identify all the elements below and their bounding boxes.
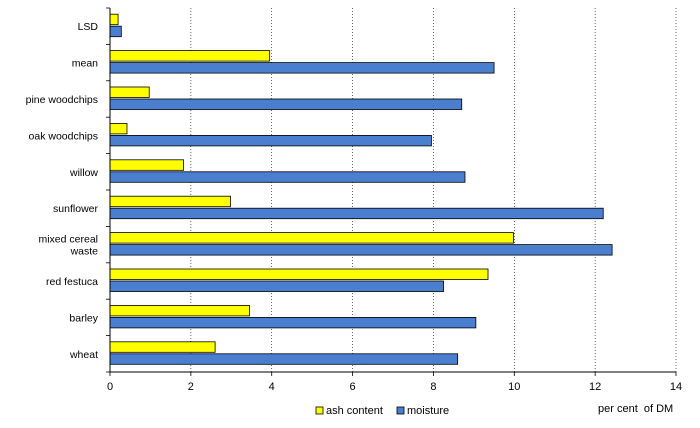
- x-tick-label-10: 10: [508, 381, 520, 393]
- category-label-oak-woodchips: oak woodchips: [29, 130, 98, 142]
- x-tick-label-4: 4: [269, 381, 275, 393]
- bar-ash-content-wheat: [109, 341, 216, 353]
- bar-moisture-red-festuca: [109, 280, 444, 292]
- bar-ash-content-mixed-cereal-waste: [109, 232, 514, 244]
- bar-moisture-barley: [109, 316, 477, 329]
- legend-label-moisture: moisture: [407, 405, 449, 417]
- x-tick-label-6: 6: [350, 381, 356, 393]
- bar-moisture-mean: [109, 62, 495, 74]
- category-label-mean: mean: [72, 58, 98, 70]
- bar-ash-content-sunflower: [109, 195, 231, 208]
- bar-moisture-oak-woodchips: [109, 134, 432, 147]
- x-tick-label-12: 12: [589, 381, 601, 393]
- bar-ash-content-lsd: [109, 13, 119, 26]
- bar-ash-content-red-festuca: [109, 268, 489, 280]
- x-tick-label-14: 14: [670, 381, 682, 393]
- category-labels: LSD mean pine woodchips oak woodchips willow…: [26, 21, 99, 361]
- bar-moisture-lsd: [109, 25, 122, 38]
- legend-swatch-ash-content: [315, 406, 324, 415]
- bar-ash-content-oak-woodchips: [109, 123, 128, 135]
- x-tick-label-2: 2: [188, 381, 194, 393]
- category-label-lsd: LSD: [78, 21, 99, 33]
- category-label-red-festuca: red festuca: [46, 276, 98, 288]
- legend: ash content moisture: [315, 405, 449, 417]
- category-label-mixed-cereal-waste: mixed cereal waste: [38, 234, 98, 258]
- bar-ash-content-barley: [109, 304, 250, 317]
- tick-labels: 0 2 4 6 8 10 12 14: [107, 381, 682, 393]
- bars: [109, 13, 613, 365]
- legend-label-ash-content: ash content: [326, 405, 383, 417]
- bar-moisture-mixed-cereal-waste: [109, 244, 613, 256]
- bar-moisture-willow: [109, 171, 466, 183]
- category-label-barley: barley: [69, 312, 98, 324]
- x-tick-label-0: 0: [107, 381, 113, 393]
- axes: [106, 7, 677, 376]
- category-label-pine-woodchips: pine woodchips: [26, 94, 98, 106]
- bar-moisture-pine-woodchips: [109, 98, 463, 110]
- bar-ash-content-willow: [109, 159, 184, 171]
- x-axis-unit-label: per cent of DM: [598, 403, 673, 415]
- category-label-sunflower: sunflower: [53, 203, 98, 215]
- category-label-willow: willow: [69, 167, 98, 179]
- bar-moisture-sunflower: [109, 207, 604, 220]
- bar-ash-content-mean: [109, 50, 271, 62]
- category-label-wheat: wheat: [69, 349, 98, 361]
- legend-swatch-moisture: [396, 406, 405, 415]
- bar-moisture-wheat: [109, 353, 459, 365]
- x-tick-label-8: 8: [430, 381, 436, 393]
- bar-ash-content-pine-woodchips: [109, 86, 150, 98]
